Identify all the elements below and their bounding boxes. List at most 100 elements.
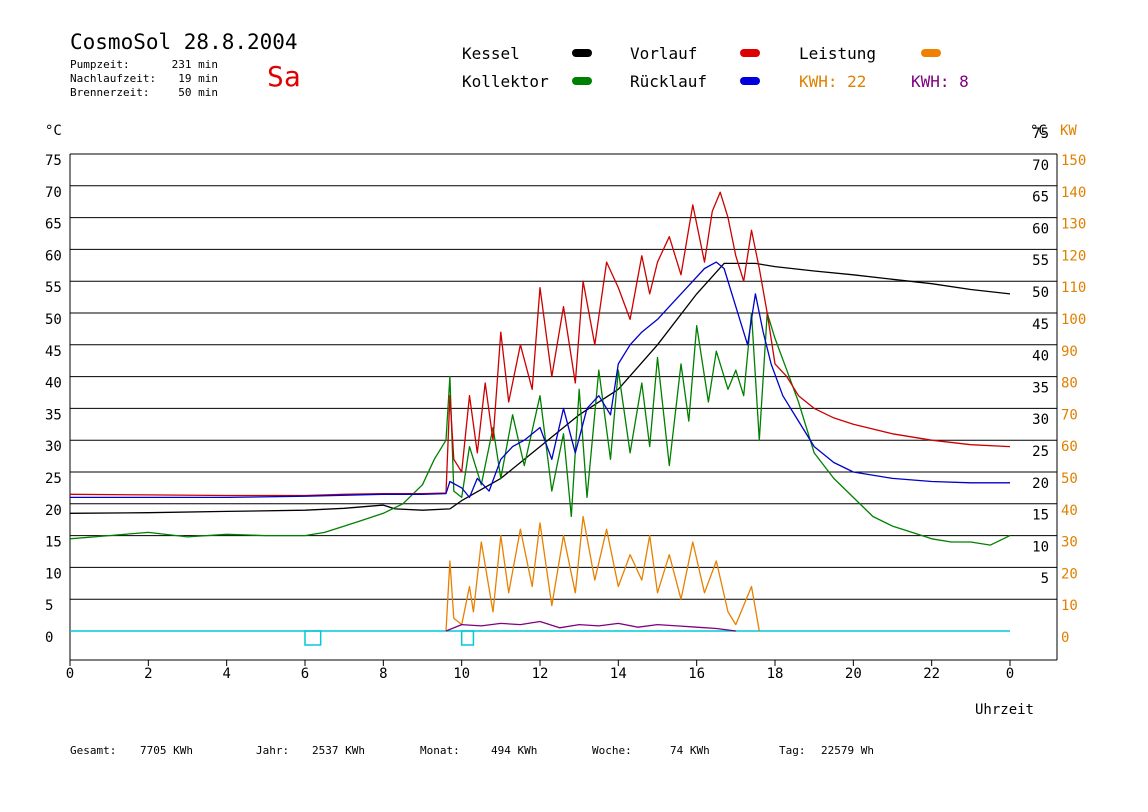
footer-gesamt-label: Gesamt: [70, 744, 117, 757]
series-line-rcklauf [70, 261, 1010, 499]
y-tick-right-kw: 20 [1061, 566, 1078, 582]
x-tick-label: 6 [301, 666, 309, 682]
x-tick-label: 12 [532, 666, 549, 682]
y-tick-right-kw: 130 [1061, 217, 1086, 233]
footer-gesamt-value: 7705 KWh [140, 744, 193, 757]
y-tick-right-c: 45 [1032, 317, 1049, 333]
legend-swatch-kessel [572, 49, 592, 57]
y-tick-right-kw: 10 [1061, 598, 1078, 614]
legend-kollektor: Kollektor [462, 72, 549, 91]
day-label: Sa [267, 60, 301, 93]
y-tick-right-kw: 0 [1061, 630, 1069, 646]
y-tick-right-c: 15 [1032, 508, 1049, 524]
stat-label-nachlaufzeit: Nachlaufzeit: [70, 72, 157, 85]
stat-label-brennerzeit: Brennerzeit: [70, 86, 150, 99]
y-tick-right-kw: 60 [1061, 439, 1078, 455]
x-tick-label: 0 [66, 666, 74, 682]
y-tick-left: 30 [45, 439, 62, 455]
series-line-leistung [445, 515, 760, 632]
pump-marker [460, 630, 475, 646]
x-tick-label: 14 [610, 666, 627, 682]
legend-kwh-purple: KWH: 8 [911, 72, 969, 91]
y-unit-left: °C [45, 123, 62, 139]
legend-swatch-kollektor [572, 77, 592, 85]
x-tick-label: 18 [767, 666, 784, 682]
x-tick-label: 22 [923, 666, 940, 682]
y-tick-left: 50 [45, 312, 62, 328]
series-line-kessel [69, 262, 1011, 514]
series-line-kwh [445, 620, 736, 632]
footer-monat-label: Monat: [420, 744, 460, 757]
y-tick-left: 5 [45, 598, 53, 614]
x-tick-label: 0 [1006, 666, 1014, 682]
x-tick-label: 2 [144, 666, 152, 682]
chart-title: CosmoSol 28.8.2004 [70, 30, 298, 54]
y-tick-right-kw: 90 [1061, 344, 1078, 360]
y-tick-right-kw: 50 [1061, 471, 1078, 487]
y-tick-right-c: 40 [1032, 349, 1049, 365]
y-tick-left: 45 [45, 344, 62, 360]
y-tick-left: 0 [45, 630, 53, 646]
y-tick-left: 10 [45, 566, 62, 582]
y-tick-right-kw: 120 [1061, 248, 1086, 264]
y-tick-right-c: 60 [1032, 221, 1049, 237]
y-tick-right-c: 5 [1041, 571, 1049, 587]
series-line-vorlauf [69, 191, 1011, 497]
y-tick-right-kw: 40 [1061, 503, 1078, 519]
y-tick-left: 75 [45, 153, 62, 169]
footer-jahr-value: 2537 KWh [312, 744, 365, 757]
legend-vorlauf: Vorlauf [630, 44, 698, 63]
y-tick-right-c: 55 [1032, 253, 1049, 269]
x-tick-label: 16 [688, 666, 705, 682]
y-tick-right-kw: 80 [1061, 376, 1078, 392]
y-tick-right-kw: 110 [1061, 280, 1086, 296]
y-tick-left: 55 [45, 280, 62, 296]
stat-value-brennerzeit: 50 min [178, 86, 218, 99]
y-tick-right-c: 65 [1032, 190, 1049, 206]
y-tick-left: 35 [45, 407, 62, 423]
y-tick-right-c: 35 [1032, 380, 1049, 396]
y-tick-right-c: 75 [1032, 126, 1049, 142]
legend-kessel: Kessel [462, 44, 520, 63]
stat-value-nachlaufzeit: 19 min [178, 72, 218, 85]
y-tick-right-kw: 150 [1061, 153, 1086, 169]
y-tick-left: 25 [45, 471, 62, 487]
footer-woche-value: 74 KWh [670, 744, 710, 757]
y-tick-right-kw: 140 [1061, 185, 1086, 201]
y-tick-right-c: 20 [1032, 476, 1049, 492]
y-tick-left: 65 [45, 217, 62, 233]
stat-label-pumpzeit: Pumpzeit: [70, 58, 130, 71]
y-tick-right-c: 30 [1032, 412, 1049, 428]
footer-tag-label: Tag: [779, 744, 806, 757]
y-tick-left: 60 [45, 248, 62, 264]
y-tick-left: 20 [45, 503, 62, 519]
legend-swatch-leistung [921, 49, 941, 57]
x-tick-label: 20 [845, 666, 862, 682]
y-tick-left: 70 [45, 185, 62, 201]
pump-marker [304, 630, 322, 646]
footer-tag-value: 22579 Wh [821, 744, 874, 757]
legend-ruecklauf: Rücklauf [630, 72, 708, 91]
stat-value-pumpzeit: 231 min [171, 58, 218, 71]
y-tick-left: 40 [45, 376, 62, 392]
y-tick-right-kw: 30 [1061, 535, 1078, 551]
legend-swatch-ruecklauf [740, 77, 760, 85]
y-tick-right-c: 70 [1032, 158, 1049, 174]
y-tick-right-c: 50 [1032, 285, 1049, 301]
series-line-kollektor [69, 312, 1011, 546]
legend-kwh-orange: KWH: 22 [799, 72, 867, 91]
footer-monat-value: 494 KWh [491, 744, 538, 757]
y-tick-right-c: 25 [1032, 444, 1049, 460]
y-unit-right-c: °C [1030, 123, 1047, 139]
y-tick-right-kw: 70 [1061, 407, 1078, 423]
footer-jahr-label: Jahr: [256, 744, 290, 757]
legend-swatch-vorlauf [740, 49, 760, 57]
y-tick-right-kw: 100 [1061, 312, 1086, 328]
y-unit-right-kw: KW [1060, 123, 1077, 139]
footer-woche-label: Woche: [592, 744, 632, 757]
legend-leistung: Leistung [799, 44, 877, 63]
x-tick-label: 4 [222, 666, 230, 682]
y-tick-right-c: 10 [1032, 539, 1049, 555]
y-tick-left: 15 [45, 535, 62, 551]
